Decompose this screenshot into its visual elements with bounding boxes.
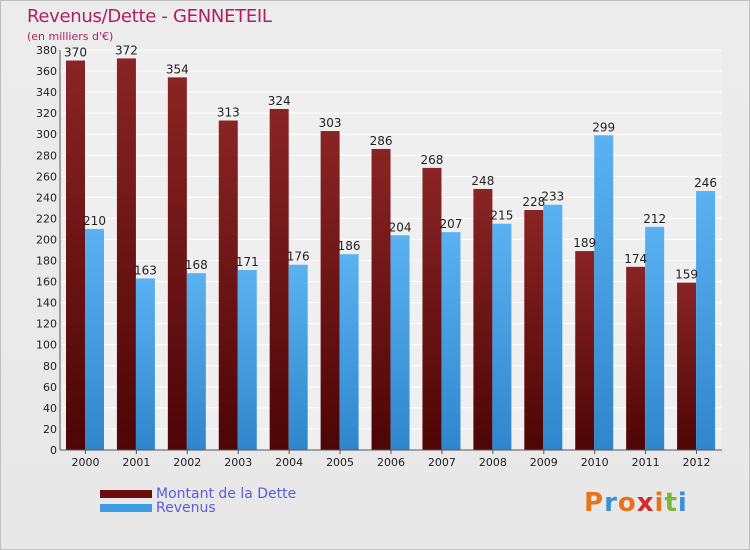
y-tick-label: 300 bbox=[36, 128, 57, 141]
legend-swatch-dette bbox=[100, 490, 152, 498]
bar-dette bbox=[524, 210, 544, 450]
bar-revenus bbox=[339, 254, 359, 450]
y-tick-label: 260 bbox=[36, 170, 57, 183]
bar-revenus bbox=[594, 135, 614, 450]
x-tick-label: 2001 bbox=[122, 456, 150, 469]
y-tick-label: 220 bbox=[36, 212, 57, 225]
data-label-dette: 248 bbox=[471, 174, 494, 188]
y-tick-label: 100 bbox=[36, 339, 57, 352]
bar-dette bbox=[677, 282, 697, 450]
bar-dette bbox=[575, 251, 595, 450]
y-tick-label: 180 bbox=[36, 255, 57, 268]
legend-swatch-revenus bbox=[100, 504, 152, 512]
y-tick-label: 200 bbox=[36, 233, 57, 246]
bar-revenus bbox=[186, 273, 206, 450]
bar-revenus bbox=[390, 235, 410, 450]
bar-dette bbox=[269, 108, 289, 451]
x-tick-label: 2003 bbox=[224, 456, 252, 469]
data-label-revenus: 163 bbox=[134, 263, 157, 277]
x-tick-label: 2000 bbox=[71, 456, 99, 469]
bar-revenus bbox=[645, 226, 665, 450]
data-label-revenus: 233 bbox=[541, 190, 564, 204]
data-label-dette: 286 bbox=[370, 134, 393, 148]
y-tick-label: 280 bbox=[36, 149, 57, 162]
bar-revenus bbox=[85, 228, 104, 450]
bar-revenus bbox=[492, 223, 512, 450]
y-tick-label: 40 bbox=[43, 402, 57, 415]
data-label-revenus: 246 bbox=[694, 176, 717, 190]
bar-dette bbox=[320, 131, 340, 451]
x-tick-label: 2002 bbox=[173, 456, 201, 469]
data-label-revenus: 176 bbox=[287, 250, 310, 264]
bar-dette bbox=[116, 58, 136, 450]
data-label-dette: 159 bbox=[675, 268, 698, 282]
bar-revenus bbox=[135, 278, 155, 450]
data-label-dette: 189 bbox=[573, 236, 596, 250]
y-tick-label: 60 bbox=[43, 381, 57, 394]
bar-revenus bbox=[696, 191, 716, 451]
chart-legend: Montant de la Dette Revenus bbox=[100, 486, 297, 516]
y-tick-label: 160 bbox=[36, 276, 57, 289]
data-label-dette: 354 bbox=[166, 62, 189, 76]
x-tick-label: 2007 bbox=[428, 456, 456, 469]
x-tick-label: 2010 bbox=[581, 456, 609, 469]
bar-dette bbox=[422, 167, 442, 451]
data-label-revenus: 204 bbox=[389, 220, 412, 234]
data-label-revenus: 299 bbox=[592, 120, 615, 134]
data-label-revenus: 215 bbox=[490, 209, 513, 223]
x-tick-label: 2009 bbox=[530, 456, 558, 469]
data-label-dette: 313 bbox=[217, 106, 240, 120]
data-label-dette: 324 bbox=[268, 94, 291, 108]
bar-revenus bbox=[543, 204, 563, 450]
bar-revenus bbox=[288, 264, 308, 450]
legend-item-revenus: Revenus bbox=[100, 500, 296, 516]
data-label-dette: 303 bbox=[319, 116, 342, 130]
bar-revenus bbox=[237, 270, 257, 450]
legend-item-dette: Montant de la Dette bbox=[100, 486, 297, 502]
bar-dette bbox=[167, 77, 187, 451]
y-tick-label: 320 bbox=[36, 107, 57, 120]
data-label-revenus: 186 bbox=[338, 239, 361, 253]
data-label-revenus: 168 bbox=[185, 258, 208, 272]
chart-subtitle: (en milliers d'€) bbox=[27, 30, 114, 43]
bar-dette bbox=[218, 120, 238, 451]
y-tick-label: 140 bbox=[36, 297, 57, 310]
y-tick-label: 0 bbox=[50, 444, 57, 457]
data-label-dette: 372 bbox=[115, 43, 138, 57]
x-tick-label: 2004 bbox=[275, 456, 303, 469]
data-label-dette: 370 bbox=[64, 46, 87, 60]
y-tick-label: 20 bbox=[43, 423, 57, 436]
y-tick-label: 240 bbox=[36, 191, 57, 204]
data-label-revenus: 207 bbox=[440, 217, 463, 231]
data-label-dette: 174 bbox=[624, 252, 647, 266]
y-tick-label: 340 bbox=[36, 86, 57, 99]
y-tick-label: 80 bbox=[43, 360, 57, 373]
bar-revenus bbox=[441, 232, 461, 450]
bar-dette bbox=[371, 148, 391, 450]
data-label-revenus: 171 bbox=[236, 255, 259, 269]
chart-title: Revenus/Dette - GENNETEIL bbox=[27, 6, 272, 27]
y-tick-label: 120 bbox=[36, 318, 57, 331]
legend-label-dette: Montant de la Dette bbox=[156, 486, 297, 502]
x-tick-label: 2008 bbox=[479, 456, 507, 469]
legend-label-revenus: Revenus bbox=[156, 500, 216, 516]
proxiti-logo: Proxiti bbox=[584, 488, 688, 518]
data-label-revenus: 210 bbox=[83, 214, 106, 228]
data-label-dette: 228 bbox=[522, 195, 545, 209]
data-label-revenus: 212 bbox=[643, 212, 666, 226]
bar-dette bbox=[66, 60, 85, 451]
y-tick-label: 360 bbox=[36, 65, 57, 78]
y-tick-label: 380 bbox=[36, 44, 57, 57]
x-tick-label: 2012 bbox=[683, 456, 711, 469]
x-tick-label: 2006 bbox=[377, 456, 405, 469]
x-tick-label: 2005 bbox=[326, 456, 354, 469]
x-tick-label: 2011 bbox=[632, 456, 660, 469]
bar-dette bbox=[473, 188, 493, 450]
data-label-dette: 268 bbox=[421, 153, 444, 167]
bar-dette bbox=[626, 266, 646, 450]
